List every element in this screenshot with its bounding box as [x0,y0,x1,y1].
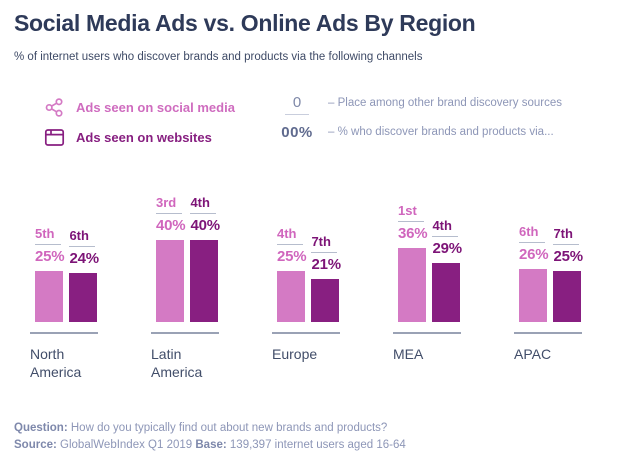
bar-unit: 1st 36% [398,202,428,322]
value-label: 40% [156,217,186,234]
bar-unit: 5th 25% [35,225,65,322]
region-group: 3rd 40% 4th 40% Latin America [151,160,229,382]
rank-underline [311,251,338,253]
region-group: 5th 25% 6th 24% North America [30,160,108,382]
rank-underline [35,243,61,245]
bar-pair: 3rd 40% 4th 40% [151,160,229,322]
rank-key-description: – Place among other brand discovery sour… [328,97,562,109]
share-nodes-icon [44,97,65,118]
rank-underline [432,235,459,237]
rank-label: 7th [311,233,331,249]
bar-unit: 7th 21% [311,233,341,322]
base-text: 139,397 internet users aged 16-64 [229,439,406,451]
bar-unit: 7th 25% [553,225,583,322]
percent-key-symbol: 00% [281,124,313,141]
value-label: 26% [519,246,549,263]
bar-pair: 5th 25% 6th 24% [30,160,108,322]
bar-pair: 6th 26% 7th 25% [514,160,592,322]
rank-key-symbol: 0 [285,94,309,115]
rank-underline [190,212,217,214]
category-label: APAC [514,346,552,362]
footer-source-line: Source: GlobalWebIndex Q1 2019 Base: 139… [14,437,406,454]
question-text: How do you typically find out about new … [70,422,388,434]
series-legend: Ads seen on social media Ads seen on web… [44,96,235,156]
value-label: 40% [190,217,220,234]
rank-label: 6th [69,227,89,243]
bar-unit: 4th 29% [432,217,462,322]
browser-window-icon [44,127,65,148]
base-label: Base: [195,439,227,451]
bar [277,271,305,322]
region-group: 1st 36% 4th 29% MEA [393,160,471,382]
rank-underline [553,243,580,245]
category-label: MEA [393,346,424,362]
value-label: 21% [311,256,341,273]
source-label: Source: [14,439,57,451]
rank-underline [156,212,182,214]
rank-label: 4th [190,194,210,210]
value-label: 25% [35,248,65,265]
legend-item-social: Ads seen on social media [44,96,235,118]
region-group: 4th 25% 7th 21% Europe [272,160,350,382]
bar-unit: 6th 24% [69,227,99,322]
value-label: 29% [432,240,462,257]
axis-baseline [30,332,98,334]
bar-pair: 1st 36% 4th 29% [393,160,471,322]
rank-underline [277,243,303,245]
percent-key-row: 00% – % who discover brands and products… [278,122,562,141]
footer-question-line: Question: How do you typically find out … [14,420,406,437]
category-label: Europe [272,346,318,362]
bar-pair: 4th 25% 7th 21% [272,160,350,322]
chart-footer: Question: How do you typically find out … [14,420,406,454]
bar [156,240,184,322]
bar-unit: 4th 25% [277,225,307,322]
rank-label: 5th [35,225,55,241]
bar [190,240,219,322]
rank-underline [519,241,545,243]
rank-label: 4th [432,217,452,233]
rank-label: 3rd [156,194,177,210]
bar [35,271,63,322]
bar [519,269,547,322]
bar [69,273,98,322]
chart-subtitle: % of internet users who discover brands … [14,51,423,63]
question-label: Question: [14,422,68,434]
axis-baseline [393,332,461,334]
bar [311,279,340,322]
rank-underline [69,245,96,247]
bar-unit: 3rd 40% [156,194,186,322]
legend-label-websites: Ads seen on websites [76,129,212,145]
bar-unit: 6th 26% [519,223,549,322]
bar [553,271,582,322]
legend-item-websites: Ads seen on websites [44,126,235,148]
rank-label: 4th [277,225,297,241]
rank-key-row: 0 – Place among other brand discovery so… [278,94,562,115]
rank-key-symbol-wrap: 0 [278,94,316,115]
value-label: 25% [553,248,583,265]
rank-label: 7th [553,225,573,241]
percent-key-description: – % who discover brands and products via… [328,126,554,138]
axis-baseline [151,332,219,334]
value-label: 25% [277,248,307,265]
rank-label: 1st [398,202,417,218]
value-label: 36% [398,225,428,242]
category-label: Latin America [151,346,203,381]
rank-underline [398,220,424,222]
value-label: 24% [69,250,99,267]
annotation-key: 0 – Place among other brand discovery so… [278,94,562,148]
region-group: 6th 26% 7th 25% APAC [514,160,592,382]
rank-label: 6th [519,223,539,239]
bar [432,263,461,322]
axis-baseline [272,332,340,334]
grouped-bar-chart: 5th 25% 6th 24% North America 3rd 40% 4th 40% Lat… [30,160,592,382]
legend-label-social: Ads seen on social media [76,99,235,115]
category-label: North America [30,346,82,381]
source-text: GlobalWebIndex Q1 2019 [60,439,193,451]
page-title: Social Media Ads vs. Online Ads By Regio… [14,10,476,36]
bar-unit: 4th 40% [190,194,220,322]
bar [398,248,426,322]
axis-baseline [514,332,582,334]
